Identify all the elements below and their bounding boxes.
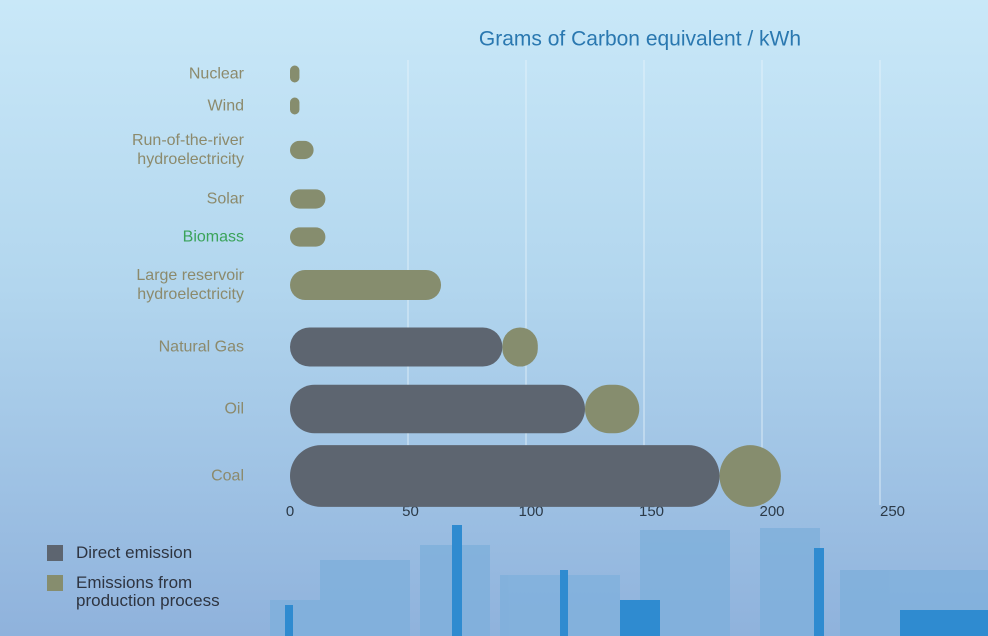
chart-title: Grams of Carbon equivalent / kWh: [479, 28, 801, 51]
bar-segment: [502, 327, 538, 367]
category-label: Coal: [211, 467, 244, 485]
x-tick-label: 0: [286, 503, 294, 520]
bar-segment: [290, 65, 300, 83]
category-label: Natural Gas: [158, 338, 244, 356]
factory-chimneys: [285, 525, 988, 636]
category-label: Biomass: [182, 228, 244, 246]
category-label: Solar: [206, 190, 244, 208]
bar-segment: [290, 189, 326, 209]
x-tick-label: 100: [518, 503, 543, 520]
category-label: Run-of-the-river hydroelectricity: [131, 132, 244, 168]
x-tick-label: 200: [759, 503, 784, 520]
bar-segment: [585, 384, 640, 434]
bar-segment: [290, 140, 314, 160]
category-label: Oil: [224, 400, 244, 418]
bar-segment: [290, 327, 503, 367]
x-tick-label: 150: [639, 503, 664, 520]
category-label: Wind: [207, 97, 244, 115]
bar-segment: [719, 445, 781, 507]
bar-segment: [290, 445, 720, 507]
bar-segment: [290, 384, 585, 434]
legend-swatch: [47, 545, 63, 561]
factory-skyline: [270, 528, 988, 636]
x-tick-label: 250: [880, 503, 905, 520]
legend-label: Direct emission: [76, 543, 193, 562]
x-tick-label: 50: [402, 503, 419, 520]
legend-swatch: [47, 575, 63, 591]
bar-segment: [290, 97, 300, 115]
bar-segment: [290, 269, 442, 301]
category-label: Large reservoir hydroelectricity: [136, 267, 244, 303]
legend-label: Emissions from production process: [76, 573, 220, 610]
category-label: Nuclear: [188, 65, 244, 83]
bar-segment: [290, 227, 326, 247]
